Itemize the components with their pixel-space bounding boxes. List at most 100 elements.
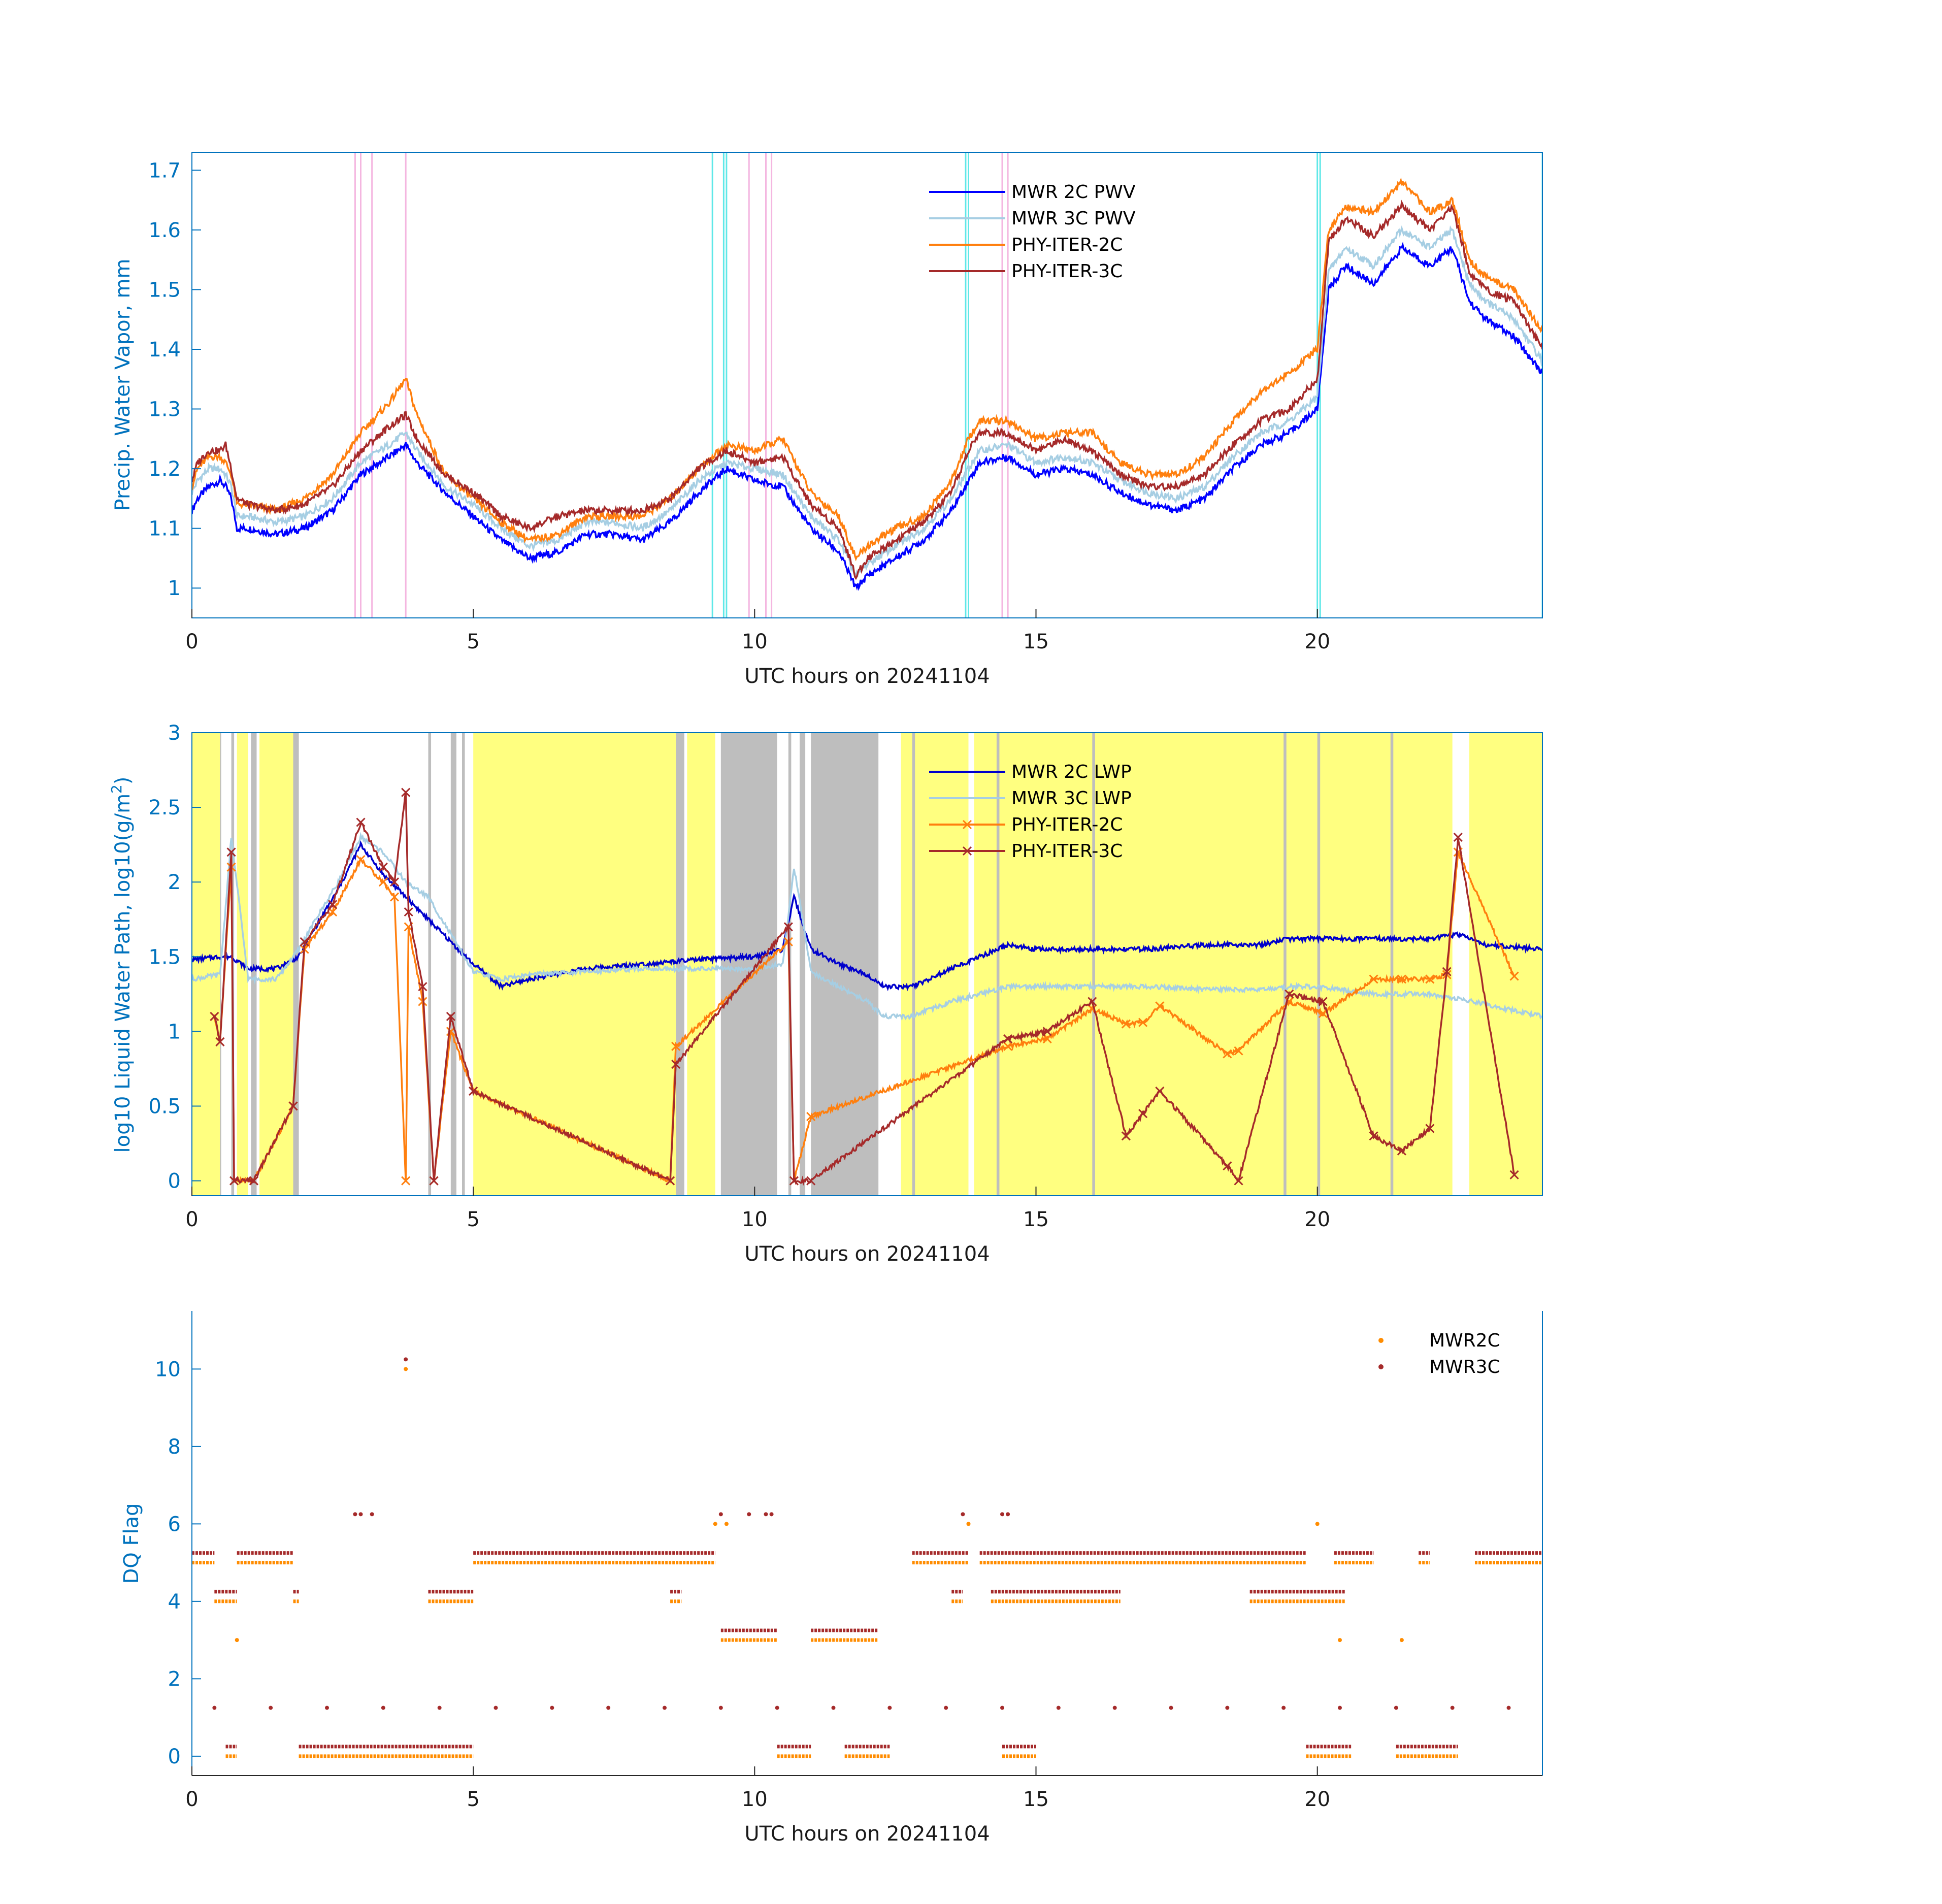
x-marker	[1138, 1109, 1148, 1119]
x-marker	[1003, 1041, 1013, 1051]
dq-point	[269, 1705, 273, 1710]
y-tick-label: 2	[168, 1667, 181, 1691]
x-marker	[389, 892, 400, 902]
x-marker	[401, 787, 411, 797]
dq-point	[1338, 1638, 1342, 1643]
x-marker	[328, 900, 338, 909]
x-marker	[378, 877, 388, 887]
x-marker	[1223, 1049, 1232, 1059]
x-tick-label: 15	[1023, 630, 1049, 653]
x-marker	[356, 855, 366, 865]
x-marker	[300, 937, 309, 946]
y-tick-label: 0	[168, 1745, 181, 1768]
dq-y-ticks: 0 2 4 6 8 10	[155, 1358, 201, 1768]
x-tick-label: 10	[742, 1208, 768, 1231]
series-line	[192, 832, 1542, 1021]
x-marker	[783, 922, 793, 932]
dq-legend: MWR2C MWR3C	[1378, 1330, 1500, 1377]
yellow-band	[1469, 733, 1542, 1196]
dq-point	[404, 1357, 408, 1362]
dq-point	[775, 1705, 779, 1710]
x-tick-label: 5	[467, 1208, 479, 1231]
x-tick-label: 20	[1304, 1208, 1330, 1231]
y-tick-label: 1	[168, 577, 181, 600]
x-tick-label: 15	[1023, 1208, 1049, 1231]
legend-item: PHY-ITER-2C	[929, 235, 1123, 255]
gray-band	[1092, 733, 1095, 1196]
x-marker	[210, 1011, 219, 1022]
y-tick-label: 1.5	[148, 945, 181, 969]
lwp-plot-frame	[191, 732, 1543, 1196]
legend-label: MWR 3C PWV	[1011, 208, 1136, 229]
dq-point	[370, 1512, 374, 1517]
x-marker	[1397, 1146, 1406, 1156]
x-marker	[378, 862, 388, 872]
legend-swatch	[1378, 1338, 1384, 1343]
legend-label: PHY-ITER-3C	[1011, 841, 1123, 862]
y-tick-label: 10	[155, 1358, 181, 1381]
legend-label: PHY-ITER-2C	[1011, 814, 1123, 835]
series-line	[192, 200, 1542, 580]
series-MWR2C	[192, 1367, 1542, 1758]
dq-point	[1315, 1522, 1320, 1526]
legend-label: MWR2C	[1429, 1330, 1500, 1351]
x-marker	[1155, 1087, 1165, 1096]
x-marker	[389, 877, 400, 887]
pwv-plot-frame	[191, 152, 1543, 618]
pwv-series	[192, 177, 1542, 591]
x-marker	[1121, 1131, 1131, 1141]
legend-swatch	[1378, 1364, 1384, 1369]
lwp-y-axis-title-sup: 2	[108, 784, 125, 794]
y-tick-label: 1.2	[148, 457, 181, 481]
x-marker	[229, 1176, 239, 1186]
x-marker	[401, 1176, 411, 1186]
x-marker	[1442, 967, 1452, 976]
y-tick-label: 0	[168, 1170, 181, 1193]
legend-marker	[962, 819, 972, 830]
dq-point	[1000, 1705, 1004, 1710]
pwv-legend: MWR 2C PWV MWR 3C PWV PHY-ITER-2C PHY-ITER-…	[929, 182, 1136, 282]
dq-y-axis-title: DQ Flag	[120, 1503, 143, 1584]
x-marker	[1509, 971, 1519, 981]
x-marker	[418, 982, 427, 992]
x-marker	[1285, 989, 1294, 999]
dq-point	[663, 1705, 667, 1710]
x-marker	[1155, 1001, 1165, 1011]
lwp-y-axis-title: log10 Liquid Water Path, log10(g/m2)	[108, 777, 135, 1153]
y-tick-label: 1.5	[148, 278, 181, 302]
gray-band	[450, 733, 456, 1196]
dq-panel: 0 5 10 15 20 0 2 4 6 8 10 UTC hours on 20241104 D…	[120, 1311, 1543, 1846]
lwp-background-bands	[192, 733, 1542, 1196]
dq-point	[235, 1638, 239, 1643]
x-marker	[1318, 997, 1328, 1006]
y-tick-label: 2.5	[148, 796, 181, 819]
x-marker	[1088, 997, 1097, 1006]
legend-item: MWR 3C LWP	[929, 788, 1132, 809]
legend-label: MWR 2C PWV	[1011, 182, 1136, 203]
x-marker	[671, 1041, 681, 1051]
legend-item: MWR3C	[1378, 1357, 1500, 1377]
x-marker	[404, 907, 413, 917]
dq-point	[381, 1705, 385, 1710]
series-MWR3C	[192, 1357, 1542, 1749]
x-marker	[1042, 1027, 1052, 1036]
series-line	[192, 225, 1542, 578]
x-tick-label: 10	[742, 630, 768, 653]
series-line	[192, 241, 1542, 591]
x-marker	[249, 1176, 258, 1186]
x-marker	[1397, 974, 1406, 984]
yellow-band	[473, 733, 676, 1196]
dq-point	[1056, 1705, 1061, 1710]
legend-marker	[962, 846, 972, 856]
x-marker	[1121, 1019, 1131, 1029]
dq-x-ticks: 0 5 10 15 20	[185, 1766, 1330, 1811]
x-tick-label: 0	[185, 630, 198, 653]
dq-point	[1169, 1705, 1173, 1710]
lwp-y-axis-title-main: log10 Liquid Water Path, log10(g/m	[111, 794, 135, 1153]
dq-point	[1450, 1705, 1455, 1710]
legend-item: MWR 3C PWV	[929, 208, 1136, 229]
x-marker	[1369, 1131, 1378, 1141]
dq-point	[1281, 1705, 1286, 1710]
dq-point	[764, 1512, 768, 1517]
